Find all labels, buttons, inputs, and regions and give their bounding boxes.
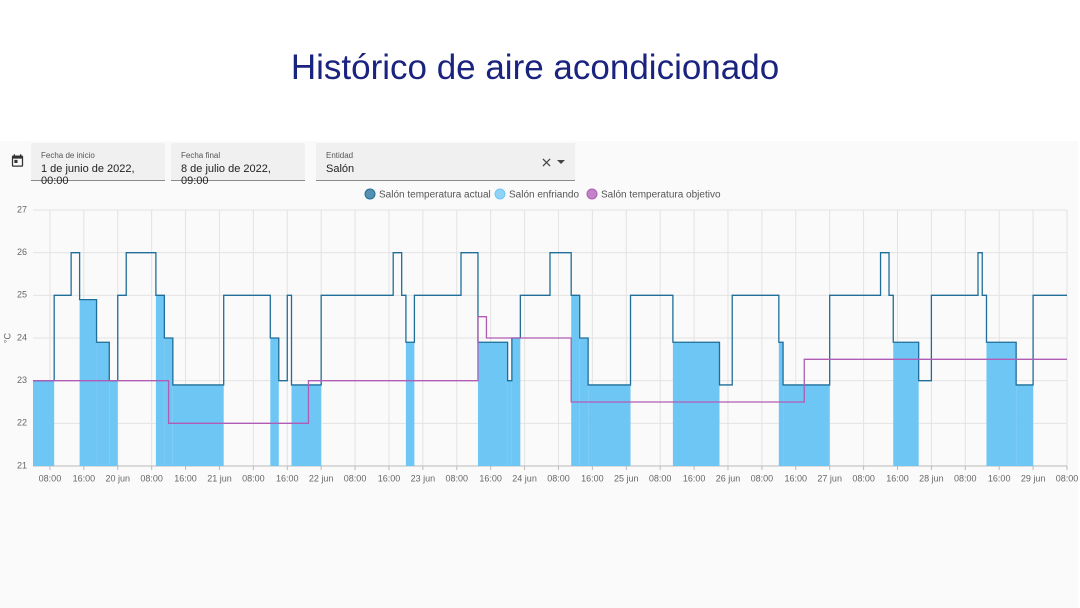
cooling-area [109,380,118,466]
field-value: 8 de julio de 2022, 09:00 [181,163,271,187]
x-tick-label: 08:00 [649,473,672,483]
legend-swatch [586,188,598,200]
x-tick-label: 16:00 [73,473,96,483]
x-tick-label: 27 jun [817,473,842,483]
field-label: Fecha final [181,151,221,160]
start-date-field[interactable]: Fecha de inicio 1 de junio de 2022, 00:0… [31,143,165,187]
x-tick-label: 16:00 [886,473,909,483]
y-tick-label: 25 [17,290,27,300]
cooling-area [588,384,631,466]
legend-label[interactable]: Salón temperatura objetivo [601,190,721,201]
x-tick-label: 29 jun [1021,473,1046,483]
x-tick-label: 24 jun [512,473,537,483]
field-value: 1 de junio de 2022, 00:00 [41,163,135,187]
cooling-area [405,342,415,466]
x-tick-label: 20 jun [105,473,130,483]
cooling-area [783,384,830,466]
x-tick-label: 08:00 [751,473,774,483]
cooling-area [672,342,720,466]
x-tick-label: 25 jun [614,473,639,483]
cooling-area [986,342,1017,466]
x-tick-label: 08:00 [39,473,62,483]
x-tick-label: 08:00 [852,473,875,483]
field-label: Fecha de inicio [41,151,95,160]
x-tick-label: 08:00 [1056,473,1078,483]
cooling-area [507,380,512,466]
y-axis-label: °C [2,332,12,343]
cooling-area [291,384,322,466]
cooling-area [33,380,55,466]
field-value: Salón [326,163,355,175]
x-tick-label: 08:00 [140,473,163,483]
x-tick-label: 08:00 [547,473,570,483]
x-tick-label: 16:00 [378,473,401,483]
cooling-area [172,384,224,466]
temperature-line [33,316,1067,424]
y-tick-label: 21 [17,460,27,470]
cooling-area [571,295,580,466]
x-tick-label: 23 jun [411,473,436,483]
x-tick-label: 08:00 [446,473,469,483]
y-tick-label: 26 [17,247,27,257]
legend-label[interactable]: Salón enfriando [509,190,579,201]
x-tick-label: 26 jun [716,473,741,483]
x-tick-label: 22 jun [309,473,334,483]
field-label: Entidad [326,151,354,160]
x-tick-label: 21 jun [207,473,232,483]
cooling-area [477,342,508,466]
x-tick-label: 08:00 [344,473,367,483]
cooling-area [778,342,784,466]
x-tick-label: 16:00 [276,473,299,483]
legend-swatch [494,188,506,200]
x-tick-label: 16:00 [479,473,502,483]
dropdown-icon[interactable] [557,160,565,165]
legend-swatch [364,188,376,200]
x-tick-label: 16:00 [683,473,706,483]
x-tick-label: 08:00 [242,473,265,483]
cooling-area [270,338,279,466]
x-tick-label: 16:00 [988,473,1011,483]
cooling-area [96,342,110,466]
clear-icon[interactable] [542,158,551,167]
x-tick-label: 16:00 [174,473,197,483]
x-tick-label: 16:00 [785,473,808,483]
x-tick-label: 08:00 [954,473,977,483]
x-tick-label: 28 jun [919,473,944,483]
calendar-icon[interactable] [10,153,25,168]
y-tick-label: 24 [17,332,27,342]
y-tick-label: 22 [17,418,27,428]
y-tick-label: 27 [17,204,27,214]
end-date-field[interactable]: Fecha final 8 de julio de 2022, 09:00 [171,143,305,187]
temperature-line [33,252,1067,386]
entity-field[interactable]: Entidad Salón [316,143,575,181]
cooling-area [79,299,97,466]
cooling-area [893,342,919,466]
x-tick-label: 16:00 [581,473,604,483]
page-title: Histórico de aire acondicionado [290,48,780,87]
legend-label[interactable]: Salón temperatura actual [379,190,491,201]
y-tick-label: 23 [17,375,27,385]
cooling-area [511,338,521,466]
cooling-area [1016,384,1034,466]
